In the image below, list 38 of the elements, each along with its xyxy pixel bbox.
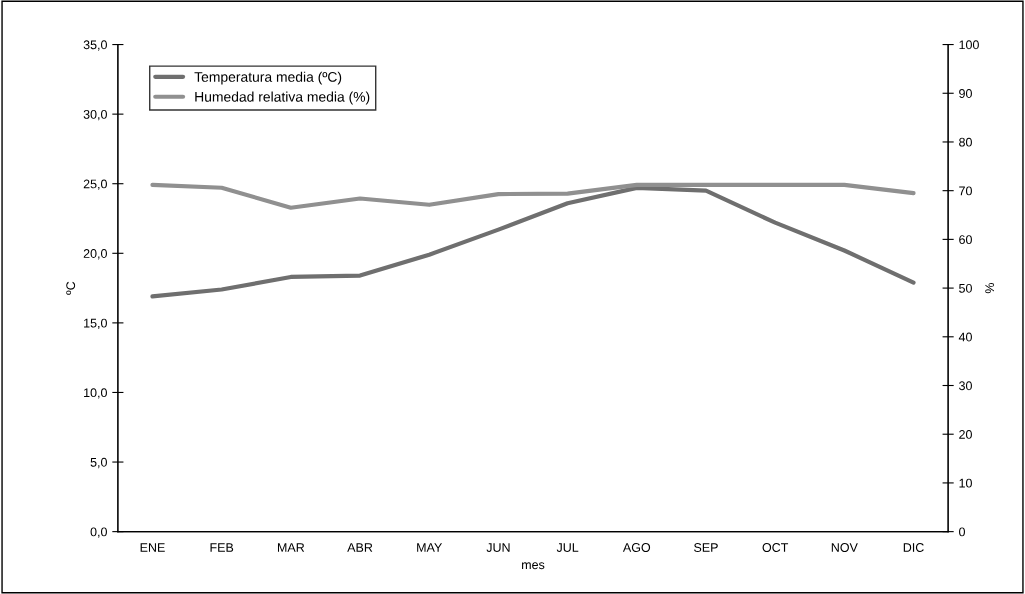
x-tick-label: ENE xyxy=(140,543,165,552)
x-tick-label: MAY xyxy=(417,543,443,552)
y2-tick-label: 50 xyxy=(959,283,972,293)
y-axis-title: ºC xyxy=(66,281,76,295)
x-tick-label: MAR xyxy=(277,543,305,552)
y2-tick-label: 60 xyxy=(959,235,972,245)
legend-label: Temperatura media (ºC) xyxy=(194,71,342,85)
y2-tick-label: 80 xyxy=(959,137,972,147)
x-tick-label: ABR xyxy=(347,543,373,552)
y-tick-label: 15,0 xyxy=(84,318,107,330)
y2-axis-title: % xyxy=(985,282,995,294)
x-tick-label: FEB xyxy=(210,543,234,552)
y2-tick-label: 30 xyxy=(959,381,972,391)
line-series xyxy=(150,182,916,210)
y-tick-label: 25,0 xyxy=(83,179,107,190)
line-series xyxy=(150,185,916,299)
y-tick-label: 10,0 xyxy=(84,388,107,399)
x-tick-label: DIC xyxy=(903,543,924,552)
y2-tick-label: 100 xyxy=(959,40,979,50)
y-tick-label: 35,0 xyxy=(83,40,107,51)
x-tick-label: JUN xyxy=(486,543,510,552)
x-tick-label: AGO xyxy=(622,543,651,552)
x-tick-label: JUL xyxy=(556,543,579,552)
y-tick-label: 5,0 xyxy=(90,457,107,469)
y2-tick-label: 0 xyxy=(959,527,965,537)
y2-tick-label: 70 xyxy=(959,186,972,196)
y2-tick-label: 90 xyxy=(959,89,972,98)
x-axis-title: mes xyxy=(522,562,545,570)
x-tick-label: SEP xyxy=(694,543,718,552)
y2-tick-label: 20 xyxy=(959,430,972,439)
legend-label: Humedad relativa media (%) xyxy=(195,91,370,105)
x-tick-label: OCT xyxy=(762,543,789,552)
y-tick-label: 20,0 xyxy=(83,249,107,260)
y2-tick-label: 40 xyxy=(958,332,972,342)
y2-tick-label: 10 xyxy=(959,478,972,488)
x-tick-label: NOV xyxy=(831,543,858,552)
y-tick-label: 0,0 xyxy=(90,527,107,538)
y-tick-label: 30,0 xyxy=(83,109,107,121)
